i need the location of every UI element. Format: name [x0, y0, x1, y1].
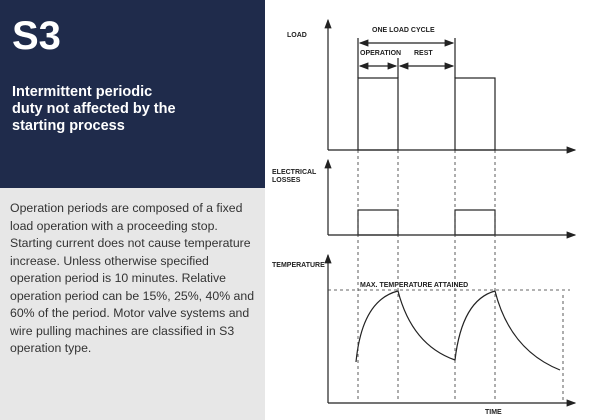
load-pulse	[454, 77, 496, 151]
label: LOAD	[287, 32, 307, 39]
label: REST	[414, 50, 433, 57]
label: TEMPERATURE	[272, 262, 325, 269]
label: MAX. TEMPERATURE ATTAINED	[360, 282, 468, 289]
loss-pulse	[454, 209, 496, 236]
temperature-curve	[355, 290, 561, 371]
info-panel: S3 Intermittent periodic duty not affect…	[0, 0, 265, 420]
body-text: Operation periods are composed of a fixe…	[10, 201, 255, 355]
label: OPERATION	[360, 50, 401, 57]
header-box: S3 Intermittent periodic duty not affect…	[0, 0, 265, 188]
body-box: Operation periods are composed of a fixe…	[0, 188, 265, 420]
label: LOSSES	[272, 177, 301, 184]
title: S3	[12, 14, 61, 58]
duty-diagram: LOAD ONE LOAD CYCLE OPERATION REST ELECT…	[272, 18, 577, 416]
loss-pulse	[357, 209, 399, 236]
load-pulse	[357, 77, 399, 151]
label: ELECTRICAL	[272, 169, 317, 176]
label: ONE LOAD CYCLE	[372, 27, 435, 34]
subtitle: Intermittent periodic duty not affected …	[12, 84, 176, 134]
label: TIME	[485, 409, 502, 416]
